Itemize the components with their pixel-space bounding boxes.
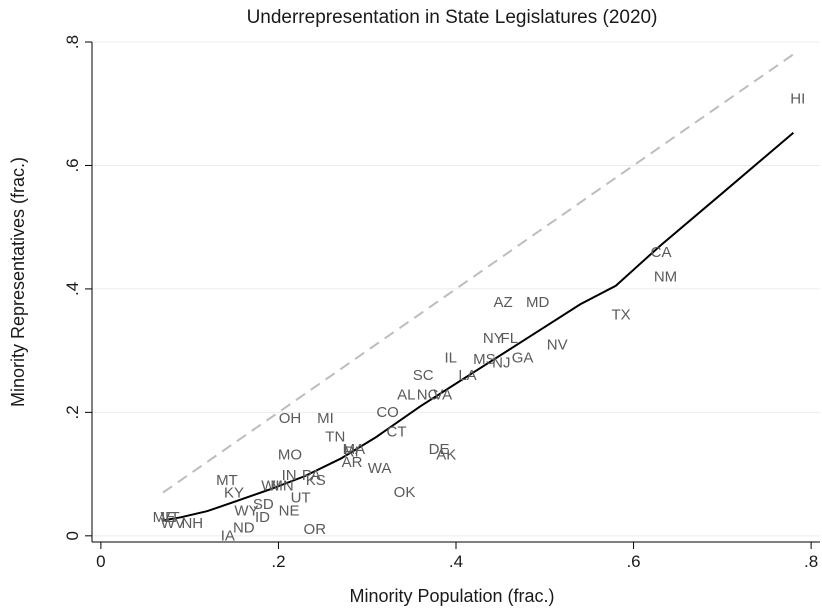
- x-tick-label: 0: [96, 552, 105, 571]
- y-tick-label: .6: [63, 158, 82, 172]
- y-tick-label: .4: [63, 282, 82, 296]
- point-label-tn: TN: [325, 429, 345, 446]
- equality-line: [162, 53, 794, 494]
- y-tick-label: .8: [63, 35, 82, 49]
- point-label-nc: NC: [417, 387, 439, 404]
- point-label-ma: MA: [343, 441, 366, 458]
- point-label-ga: GA: [512, 350, 534, 367]
- y-axis-ticks: 0 .2 .4 .6 .8: [63, 35, 92, 541]
- point-label-mi: MI: [317, 410, 334, 427]
- point-label-az: AZ: [494, 294, 513, 311]
- y-axis-label: Minority Representatives (frac.): [8, 157, 28, 407]
- point-label-ky: KY: [224, 485, 244, 502]
- point-label-me: ME: [153, 509, 176, 526]
- point-label-nm: NM: [654, 269, 677, 286]
- point-label-wa: WA: [368, 460, 392, 477]
- point-label-il: IL: [444, 350, 457, 367]
- fit-line: [162, 131, 795, 522]
- x-tick-label: .4: [449, 552, 463, 571]
- point-label-ne: NE: [279, 503, 300, 520]
- point-label-ny: NY: [483, 330, 504, 347]
- point-label-ok: OK: [394, 484, 416, 501]
- point-label-md: MD: [526, 294, 549, 311]
- point-label-sc: SC: [413, 367, 434, 384]
- y-tick-label: .2: [63, 405, 82, 419]
- point-label-ms: MS: [473, 351, 496, 368]
- point-label-in: IN: [282, 467, 297, 484]
- point-label-wv: WV: [161, 515, 185, 532]
- x-tick-label: .8: [804, 552, 818, 571]
- point-label-oh: OH: [279, 410, 302, 427]
- point-label-ri: RI: [344, 443, 359, 460]
- point-label-co: CO: [376, 404, 399, 421]
- point-label-sd: SD: [253, 496, 274, 513]
- y-tick-label: 0: [63, 531, 82, 540]
- point-label-de: DE: [429, 441, 450, 458]
- grid-lines: [93, 41, 820, 537]
- point-label-wy: WY: [234, 503, 258, 520]
- point-label-ks: KS: [306, 472, 326, 489]
- x-axis-ticks: 0 .2 .4 .6 .8: [96, 542, 818, 571]
- point-label-tx: TX: [612, 306, 631, 323]
- point-label-or: OR: [304, 521, 327, 538]
- x-tick-label: .2: [271, 552, 285, 571]
- point-label-va: VA: [433, 387, 452, 404]
- point-label-ct: CT: [387, 424, 407, 441]
- point-label-pa: PA: [302, 467, 321, 484]
- point-label-mo: MO: [278, 447, 302, 464]
- point-label-id: ID: [255, 509, 270, 526]
- x-axis-label: Minority Population (frac.): [349, 586, 554, 606]
- point-label-nh: NH: [181, 515, 203, 532]
- x-tick-label: .6: [626, 552, 640, 571]
- point-label-fl: FL: [501, 330, 519, 347]
- point-label-hi: HI: [790, 90, 805, 107]
- point-label-ak: AK: [436, 447, 456, 464]
- point-label-mt: MT: [216, 472, 238, 489]
- point-label-nd: ND: [233, 519, 255, 536]
- point-label-mn: MN: [270, 477, 293, 494]
- point-label-nv: NV: [547, 337, 568, 354]
- point-label-ia: IA: [221, 527, 235, 544]
- point-label-ut: UT: [291, 490, 311, 507]
- point-label-al: AL: [397, 387, 415, 404]
- point-label-vt: VT: [161, 509, 180, 526]
- point-label-ar: AR: [342, 454, 363, 471]
- point-label-nj: NJ: [492, 355, 510, 372]
- chart-title: Underrepresentation in State Legislature…: [247, 7, 658, 28]
- point-label-la: LA: [458, 367, 476, 384]
- point-label-wi: WI: [261, 477, 279, 494]
- point-label-ca: CA: [651, 244, 672, 261]
